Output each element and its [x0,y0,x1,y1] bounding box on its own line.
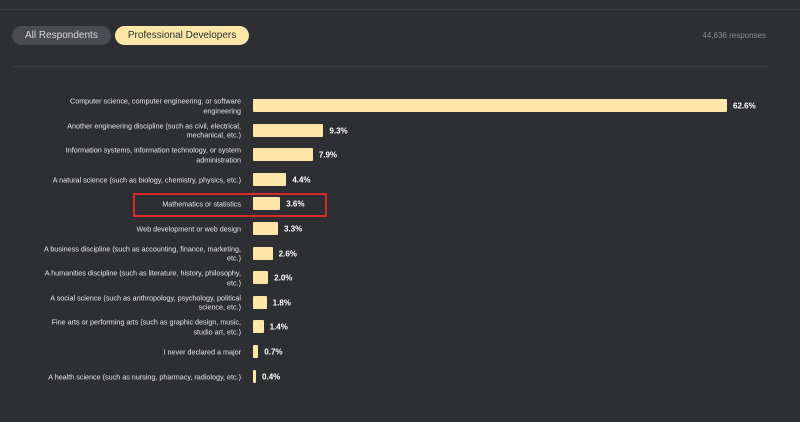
value-label: 3.6% [286,199,305,209]
category-label: Another engineering discipline (such as … [67,121,241,140]
value-label: 2.6% [278,249,297,259]
value-label: 3.3% [283,224,303,234]
chart-row: Information systems, information technol… [0,143,800,167]
chart-row: Computer science, computer engineering, … [0,94,800,118]
category-label: I never declared a major [163,347,241,357]
value-label: 4.4% [292,175,311,185]
value-label: 9.3% [329,126,348,136]
value-label: 62.6% [733,101,756,111]
chart-row: A business discipline (such as accountin… [0,242,800,266]
bar[interactable] [253,123,324,137]
section-divider [12,66,770,67]
bar[interactable] [253,320,264,334]
chart-row: A natural science (such as biology, chem… [0,168,800,192]
highlight-box [133,193,327,217]
category-label: A natural science (such as biology, chem… [52,175,241,185]
top-divider [0,9,800,10]
category-label: Web development or web design [136,224,241,234]
category-label: A social science (such as anthropology, … [50,293,241,312]
chart-row: A health science (such as nursing, pharm… [0,365,800,389]
value-label: 0.7% [264,347,283,357]
category-label: Computer science, computer engineering, … [70,96,241,116]
bar[interactable] [253,148,313,162]
value-label: 1.4% [269,322,288,332]
chart-row: Another engineering discipline (such as … [0,119,800,143]
bar[interactable] [253,295,267,309]
bar[interactable] [253,345,259,358]
tab-professional-developers[interactable]: Professional Developers [114,26,250,45]
category-label: Fine arts or performing arts (such as gr… [51,317,241,337]
category-label: A health science (such as nursing, pharm… [48,371,241,381]
chart-row: A social science (such as anthropology, … [0,291,800,315]
bar[interactable] [253,197,281,211]
bar[interactable] [253,99,727,112]
value-label: 0.4% [262,372,281,382]
category-label: A business discipline (such as accountin… [44,244,241,263]
respondent-tabs: All Respondents Professional Developers [12,26,250,45]
bar[interactable] [253,246,273,260]
category-label: A humanities discipline (such as literat… [44,268,241,288]
category-label: Mathematics or statistics [162,199,241,209]
chart-row: Mathematics or statistics 3.6% [0,192,800,216]
bar[interactable] [253,222,278,235]
chart-row: Fine arts or performing arts (such as gr… [0,315,800,339]
bar[interactable] [253,369,257,383]
chart-row: A humanities discipline (such as literat… [0,266,800,290]
value-label: 1.8% [272,298,291,308]
bar[interactable] [253,172,287,186]
chart-row: Web development or web design 3.3% [0,217,800,241]
value-label: 7.9% [318,150,338,160]
bar[interactable] [253,271,269,285]
tab-all-respondents[interactable]: All Respondents [12,26,111,45]
category-label: Information systems, information technol… [65,145,241,165]
value-label: 2.0% [274,273,293,283]
response-count: 44,636 responses [702,31,766,40]
chart-row: I never declared a major 0.7% [0,340,800,364]
